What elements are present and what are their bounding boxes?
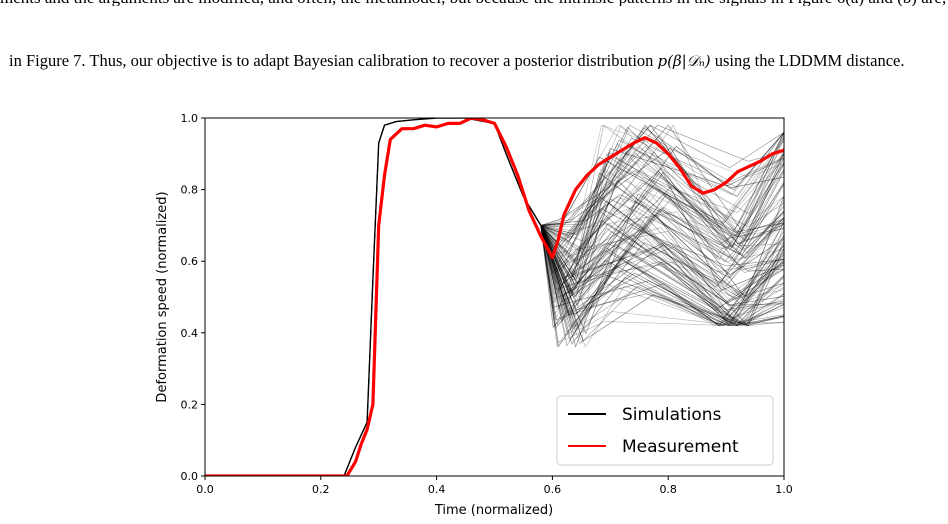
simulation-curves	[205, 118, 784, 476]
y-axis-label: Deformation speed (normalized)	[155, 191, 170, 402]
x-tick-label: 0.0	[196, 483, 214, 496]
x-axis-ticks: 0.0 0.2 0.4 0.6 0.8 1.0	[196, 476, 793, 496]
x-tick-label: 1.0	[775, 483, 793, 496]
paragraph-text-after: using the LDDMM distance.	[710, 51, 905, 70]
x-tick-label: 0.8	[659, 483, 677, 496]
legend-simulations-label: Simulations	[622, 405, 722, 425]
y-tick-label: 0.4	[181, 327, 199, 340]
previous-page-line-fragment: ments and the arguments are modified, an…	[0, 0, 948, 6]
posterior-math: p(β|𝒟ₙ)	[657, 52, 711, 70]
y-tick-label: 0.6	[181, 255, 199, 268]
measurement-curve-group	[205, 118, 784, 476]
x-tick-label: 0.4	[428, 483, 446, 496]
y-axis-ticks: 0.0 0.2 0.4 0.6 0.8 1.0	[181, 112, 205, 483]
legend-measurement-label: Measurement	[622, 437, 739, 457]
simulation-main-curve	[205, 118, 542, 476]
y-tick-label: 0.2	[181, 398, 199, 411]
x-tick-label: 0.2	[312, 483, 330, 496]
x-axis-label: Time (normalized)	[434, 503, 553, 518]
legend-box	[556, 395, 774, 466]
body-paragraph: in Figure 7. Thus, our objective is to a…	[9, 50, 939, 72]
measurement-curve	[205, 118, 784, 476]
legend: Simulations Measurement	[556, 395, 774, 466]
y-tick-label: 1.0	[181, 112, 199, 125]
plot-frame	[204, 117, 785, 477]
x-tick-label: 0.6	[544, 483, 562, 496]
paragraph-text-before: in Figure 7. Thus, our objective is to a…	[9, 51, 658, 70]
y-tick-label: 0.0	[181, 470, 199, 483]
y-tick-label: 0.8	[181, 184, 199, 197]
